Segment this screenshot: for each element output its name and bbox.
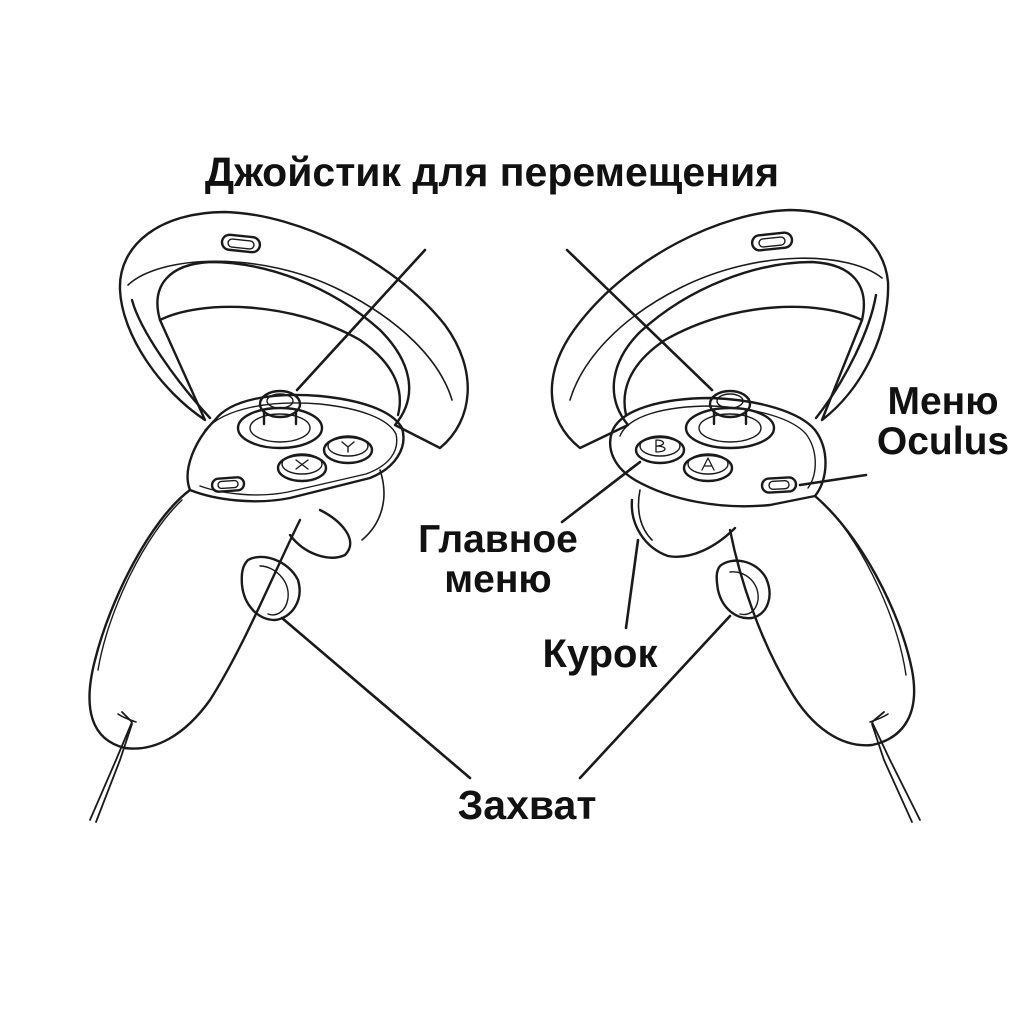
main-menu-label: Главное меню xyxy=(392,520,604,600)
left-trigger xyxy=(288,508,352,559)
main-menu-label-line1: Главное xyxy=(418,518,578,561)
left-y-button xyxy=(322,435,374,465)
right-b-button xyxy=(634,435,686,465)
oculus-menu-label: Меню Oculus xyxy=(862,382,1024,462)
right-tracking-ring-inner xyxy=(623,293,878,420)
right-trigger xyxy=(630,498,737,558)
right-oculus-button xyxy=(760,476,798,494)
joystick-label-text: Джойстик для перемещения xyxy=(204,149,780,195)
left-ring-marker xyxy=(220,233,262,254)
trigger-label-text: Курок xyxy=(542,632,658,676)
grip-label-text: Захват xyxy=(457,782,597,828)
main-menu-leader xyxy=(560,460,642,524)
left-face-plate xyxy=(186,393,405,503)
right-cord xyxy=(871,711,921,823)
right-joystick-cap xyxy=(708,389,752,419)
left-x-button xyxy=(276,453,328,483)
left-joystick-cap xyxy=(258,389,302,419)
oculus-menu-leader xyxy=(798,473,868,487)
left-tracking-ring-inner xyxy=(130,298,402,420)
joystick-label: Джойстик для перемещения xyxy=(0,149,984,195)
left-grip-button xyxy=(240,555,301,622)
right-face-plate xyxy=(609,396,827,508)
left-controller xyxy=(88,210,469,823)
left-tracking-ring-outer xyxy=(118,210,469,450)
left-cord xyxy=(89,711,133,823)
right-ring-marker xyxy=(750,231,794,252)
right-handle xyxy=(728,494,916,747)
trigger-label: Курок xyxy=(500,634,700,675)
joystick-leader-right xyxy=(565,248,714,392)
oculus-menu-label-line1: Меню xyxy=(887,380,999,423)
right-tracking-ring-outer xyxy=(550,208,890,450)
main-menu-label-line2: меню xyxy=(444,557,552,601)
trigger-leader xyxy=(624,538,640,630)
left-handle xyxy=(88,488,302,750)
grip-label: Захват xyxy=(422,782,632,828)
leader-lines xyxy=(280,248,868,780)
grip-leader-left xyxy=(280,616,472,780)
right-grip-button xyxy=(715,559,771,620)
joystick-leader-left xyxy=(295,248,427,392)
right-a-button xyxy=(682,453,734,483)
oculus-menu-label-line2: Oculus xyxy=(876,419,1010,463)
grip-leader-right xyxy=(578,614,732,780)
left-menu-button xyxy=(210,476,246,493)
right-controller xyxy=(550,208,921,823)
